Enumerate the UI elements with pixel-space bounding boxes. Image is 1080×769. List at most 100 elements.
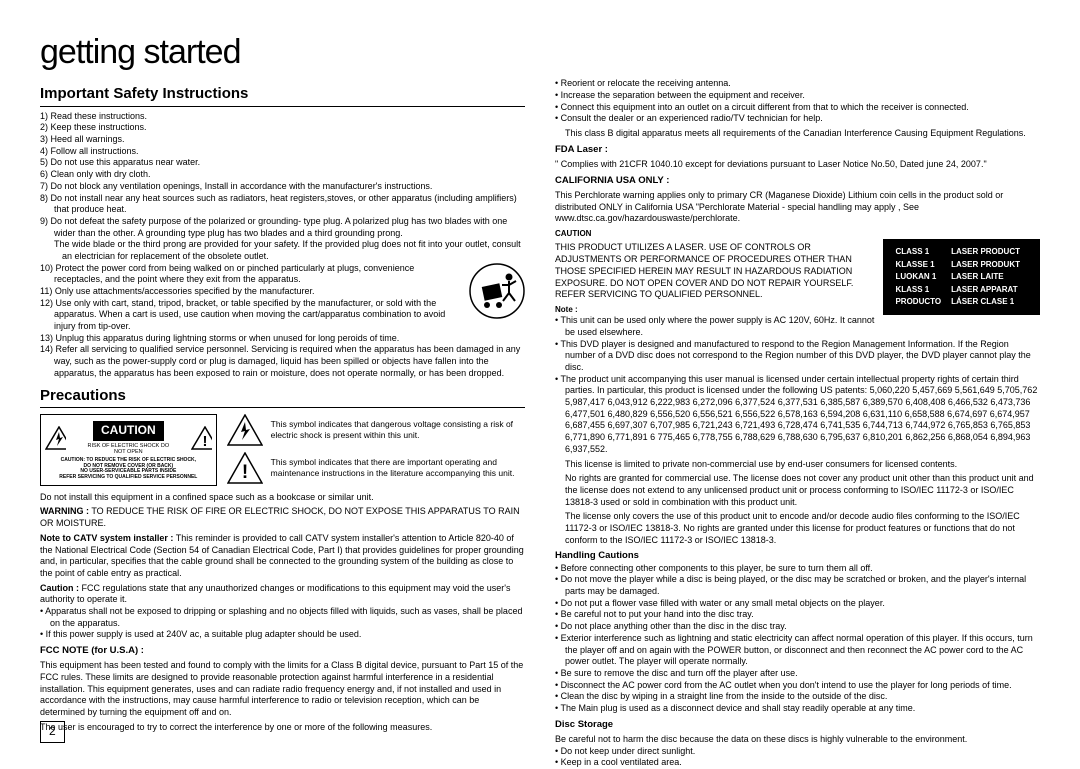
handling-bullets: Before connecting other components to th… xyxy=(555,563,1040,715)
list-item: Before connecting other components to th… xyxy=(555,563,1040,575)
table-row: CLASS 1LASER PRODUCT xyxy=(895,247,1028,257)
exclaim-triangle-icon: ! xyxy=(227,452,263,484)
caution-title: CAUTION xyxy=(555,229,1040,239)
list-item: Exterior interference such as lightning … xyxy=(555,633,1040,668)
laser-class-table: CLASS 1LASER PRODUCT KLASSE 1LASER PRODUK… xyxy=(893,245,1030,309)
list-item: Do not keep under direct sunlight. xyxy=(555,746,1040,758)
caution-box-row: CAUTION RISK OF ELECTRIC SHOCK DO NOT OP… xyxy=(40,414,525,486)
precautions-title: Precautions xyxy=(40,386,525,409)
list-item: Do not put a flower vase filled with wat… xyxy=(555,598,1040,610)
fda-laser-title: FDA Laser : xyxy=(555,144,1040,156)
table-row: LUOKAN 1LASER LAITE xyxy=(895,272,1028,282)
caution-fcc-paragraph: Caution : FCC regulations state that any… xyxy=(40,583,525,606)
symbol-explanations: This symbol indicates that dangerous vol… xyxy=(227,414,525,484)
table-row: KLASS 1LASER APPARAT xyxy=(895,285,1028,295)
fcc-text: This equipment has been tested and found… xyxy=(40,660,525,718)
table-cell: LÁSER CLASE 1 xyxy=(951,297,1028,307)
handling-title: Handling Cautions xyxy=(555,550,1040,562)
caution-risk-text: RISK OF ELECTRIC SHOCK DO NOT OPEN xyxy=(86,443,170,456)
instructions-list: 1) Read these instructions.2) Keep these… xyxy=(40,111,525,380)
table-cell: PRODUCTO xyxy=(895,297,949,307)
laser-class-box: CLASS 1LASER PRODUCT KLASSE 1LASER PRODUK… xyxy=(883,239,1040,315)
exclaim-triangle-icon: ! xyxy=(191,426,212,450)
symbol1-text: This symbol indicates that dangerous vol… xyxy=(271,419,525,441)
list-item: Be careful not to put your hand into the… xyxy=(555,609,1040,621)
list-item: If this power supply is used at 240V ac,… xyxy=(40,629,525,641)
interference-bullets: Reorient or relocate the receiving anten… xyxy=(555,78,1040,125)
caution-label: Caution : xyxy=(40,583,79,593)
instruction-item: 2) Keep these instructions. xyxy=(40,122,525,134)
list-item: Apparatus shall not be exposed to drippi… xyxy=(40,606,525,629)
storage-title: Disc Storage xyxy=(555,719,1040,731)
warning-label: WARNING : xyxy=(40,506,89,516)
california-text: This Perchlorate warning applies only to… xyxy=(555,190,1040,225)
note-bullets: This unit can be used only where the pow… xyxy=(555,315,1040,455)
table-cell: KLASS 1 xyxy=(895,285,949,295)
confined-space-text: Do not install this equipment in a confi… xyxy=(40,492,525,504)
instruction-item: 3) Heed all warnings. xyxy=(40,134,525,146)
right-column: Reorient or relocate the receiving anten… xyxy=(555,78,1040,769)
list-item: Keep in a cool ventilated area. xyxy=(555,757,1040,769)
list-item: Clean the disc by wiping in a straight l… xyxy=(555,691,1040,703)
table-cell: LASER PRODUCT xyxy=(951,247,1028,257)
instruction-item: 1) Read these instructions. xyxy=(40,111,525,123)
instruction-item: 6) Clean only with dry cloth. xyxy=(40,169,525,181)
left-column: Important Safety Instructions 1) Read th… xyxy=(40,78,525,769)
instruction-item: 11) Only use attachments/accessories spe… xyxy=(40,286,525,298)
page-number: 2 xyxy=(40,721,65,743)
list-item: The Main plug is used as a disconnect de… xyxy=(555,703,1040,715)
california-title: CALIFORNIA USA ONLY : xyxy=(555,175,1040,187)
list-item: This unit can be used only where the pow… xyxy=(555,315,1040,338)
instruction-item: 7) Do not block any ventilation openings… xyxy=(40,181,525,193)
list-item: The product unit accompanying this user … xyxy=(555,374,1040,456)
table-cell: LUOKAN 1 xyxy=(895,272,949,282)
license-text3: The license only covers the use of this … xyxy=(555,511,1040,546)
caution-text: FCC regulations state that any unauthori… xyxy=(40,583,510,605)
instruction-item: 10) Protect the power cord from being wa… xyxy=(40,263,525,286)
fcc-note-title: FCC NOTE (for U.S.A) : xyxy=(40,645,525,657)
list-item: Increase the separation between the equi… xyxy=(555,90,1040,102)
warning-text: TO REDUCE THE RISK OF FIRE OR ELECTRIC S… xyxy=(40,506,520,528)
list-item: This DVD player is designed and manufact… xyxy=(555,339,1040,374)
instruction-item: The wide blade or the third prong are pr… xyxy=(40,239,525,262)
instruction-item: 9) Do not defeat the safety purpose of t… xyxy=(40,216,525,239)
table-row: PRODUCTOLÁSER CLASE 1 xyxy=(895,297,1028,307)
list-item: Disconnect the AC power cord from the AC… xyxy=(555,680,1040,692)
shock-triangle-icon xyxy=(227,414,263,446)
list-item: Do not place anything other than the dis… xyxy=(555,621,1040,633)
table-cell: LASER LAITE xyxy=(951,272,1028,282)
warning-paragraph: WARNING : TO REDUCE THE RISK OF FIRE OR … xyxy=(40,506,525,529)
caution-box: CAUTION RISK OF ELECTRIC SHOCK DO NOT OP… xyxy=(40,414,217,486)
fcc-text2: The user is encouraged to try to correct… xyxy=(40,722,525,734)
svg-text:!: ! xyxy=(242,462,248,483)
instruction-item: 5) Do not use this apparatus near water. xyxy=(40,157,525,169)
shock-triangle-icon xyxy=(45,426,66,450)
catv-paragraph: Note to CATV system installer : This rem… xyxy=(40,533,525,580)
table-cell: LASER APPARAT xyxy=(951,285,1028,295)
instruction-item: 4) Follow all instructions. xyxy=(40,146,525,158)
instruction-item: 12) Use only with cart, stand, tripod, b… xyxy=(40,298,525,333)
cart-tipover-icon xyxy=(469,263,525,319)
table-cell: KLASSE 1 xyxy=(895,260,949,270)
svg-text:!: ! xyxy=(202,433,207,450)
symbol2-text: This symbol indicates that there are imp… xyxy=(271,457,525,479)
caution-small-text: CAUTION: TO REDUCE THE RISK OF ELECTRIC … xyxy=(45,458,212,481)
table-row: KLASSE 1LASER PRODUKT xyxy=(895,260,1028,270)
license-text2: No rights are granted for commercial use… xyxy=(555,473,1040,508)
list-item: Consult the dealer or an experienced rad… xyxy=(555,113,1040,125)
storage-bullets: Do not keep under direct sunlight.Keep i… xyxy=(555,746,1040,769)
table-cell: LASER PRODUKT xyxy=(951,260,1028,270)
page-title: getting started xyxy=(40,30,1040,74)
instruction-item: 14) Refer all servicing to qualified ser… xyxy=(40,344,525,379)
instruction-item: 13) Unplug this apparatus during lightni… xyxy=(40,333,525,345)
list-item: Be sure to remove the disc and turn off … xyxy=(555,668,1040,680)
list-item: Reorient or relocate the receiving anten… xyxy=(555,78,1040,90)
apparatus-bullets: Apparatus shall not be exposed to drippi… xyxy=(40,606,525,641)
list-item: Do not move the player while a disc is b… xyxy=(555,574,1040,597)
class-b-text: This class B digital apparatus meets all… xyxy=(555,128,1040,140)
fda-text: " Complies with 21CFR 1040.10 except for… xyxy=(555,159,1040,171)
two-column-layout: Important Safety Instructions 1) Read th… xyxy=(40,78,1040,769)
instruction-item: 8) Do not install near any heat sources … xyxy=(40,193,525,216)
caution-band: CAUTION xyxy=(93,421,164,441)
safety-instructions-title: Important Safety Instructions xyxy=(40,84,525,107)
